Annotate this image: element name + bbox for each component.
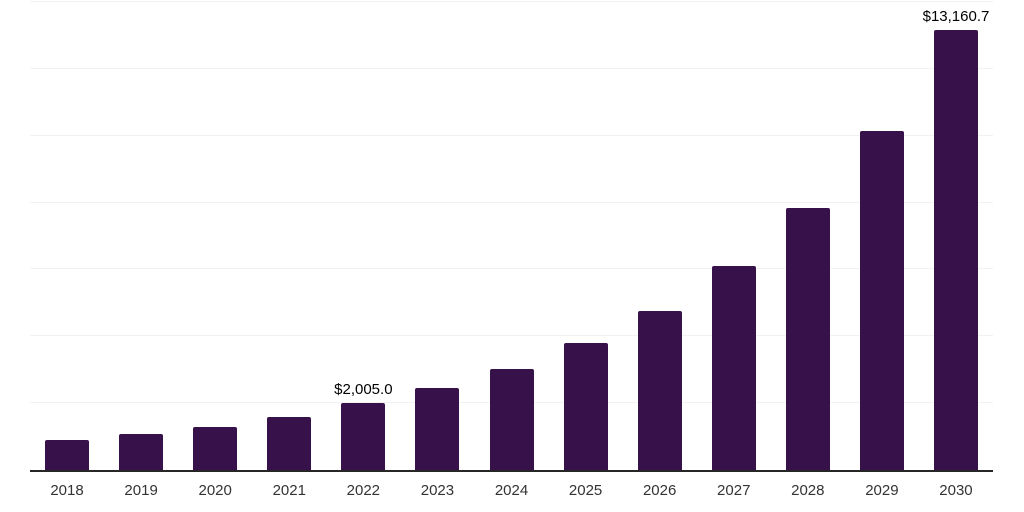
bar-2028 [785, 208, 830, 470]
x-tick-label: 2029 [865, 482, 899, 499]
bar-slot [623, 2, 697, 470]
bar-value-label: $2,005.0 [334, 380, 393, 398]
bar-2024 [489, 369, 534, 470]
x-tick-label: 2020 [198, 482, 232, 499]
x-tick-label: 2019 [124, 482, 158, 499]
gridline [30, 1, 993, 2]
bar-2027 [711, 265, 756, 470]
gridline [30, 201, 993, 203]
gridline [30, 67, 993, 69]
gridline [30, 268, 993, 270]
plot-area: $2,005.0 $13,160.7 [30, 1, 993, 472]
bar-slot [697, 2, 771, 470]
gridline [30, 134, 993, 136]
x-tick-label: 2026 [642, 482, 677, 499]
x-tick-label: 2021 [272, 482, 306, 499]
bar-2022 [341, 402, 386, 470]
x-tick-label: 2023 [420, 482, 455, 499]
bar-slot [400, 2, 474, 470]
bar-slot [252, 2, 326, 470]
bar-2023 [415, 388, 460, 470]
bars-container: $2,005.0 $13,160.7 [30, 2, 993, 470]
bar-slot [30, 2, 104, 470]
bar-2018 [45, 439, 90, 470]
gridline [30, 335, 993, 337]
x-tick-label: 2024 [494, 482, 529, 499]
bar-2025 [563, 342, 608, 470]
bar-slot [549, 2, 623, 470]
bar-2029 [859, 130, 904, 470]
bar-2019 [119, 433, 164, 470]
bar-slot [845, 2, 919, 470]
x-tick-label: 2025 [568, 482, 603, 499]
bar-slot: $2,005.0 [326, 2, 400, 470]
bar-slot [771, 2, 845, 470]
x-tick-label: 2028 [791, 482, 825, 499]
bar-slot [178, 2, 252, 470]
bar-2030 [933, 30, 978, 470]
x-tick-label: 2018 [50, 482, 84, 499]
bar-2026 [637, 310, 682, 470]
bar-slot [104, 2, 178, 470]
bar-slot [474, 2, 548, 470]
bar-2020 [193, 426, 238, 470]
x-tick-label: 2027 [717, 482, 751, 499]
bar-slot: $13,160.7 [919, 2, 993, 470]
x-tick-label: 2022 [346, 482, 381, 499]
x-axis: 2018 2019 2020 2021 2022 2023 2024 2025 2026 2027… [30, 480, 993, 502]
bar-value-label: $13,160.7 [922, 8, 990, 26]
x-tick-label: 2030 [939, 482, 973, 499]
bar-2021 [267, 416, 312, 470]
